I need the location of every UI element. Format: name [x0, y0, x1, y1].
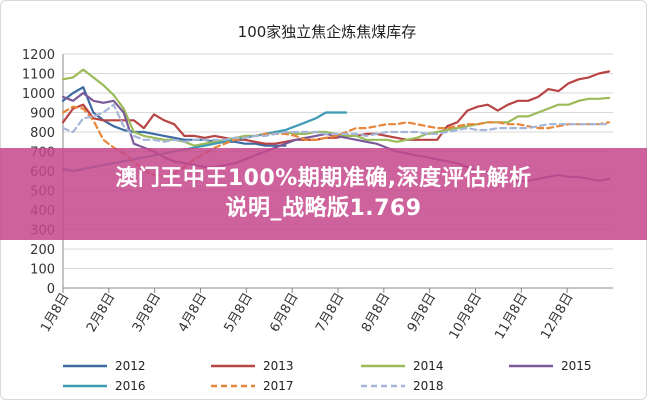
chart-title: 100家独立焦企炼焦煤库存 [238, 23, 417, 41]
legend-label-2017: 2017 [263, 379, 294, 393]
x-tick-label: 2月8日 [84, 291, 118, 335]
x-axis: 1月8日 2月8日 3月8日 4月8日 5月8日 6月8日 7月8日 8月8日 9月8日 10月8… [38, 287, 613, 343]
y-tick-label: 100 [30, 263, 55, 278]
x-tick-label: 9月8日 [405, 291, 439, 335]
x-tick-label: 10月8日 [447, 291, 485, 343]
legend-label-2015: 2015 [561, 359, 592, 373]
y-tick-label: 1100 [22, 68, 55, 83]
x-tick-label: 4月8日 [176, 291, 210, 335]
y-tick-label: 200 [30, 243, 55, 258]
x-tick-label: 7月8日 [313, 291, 347, 335]
legend-label-2014: 2014 [413, 359, 444, 373]
legend-label-2012: 2012 [115, 359, 146, 373]
legend-label-2013: 2013 [263, 359, 294, 373]
x-tick-label: 12月8日 [538, 291, 576, 343]
overlay-text-line-1: 澳门王中王100%期期准确,深度评估解析 [115, 166, 532, 191]
series-line-2018 [61, 103, 611, 143]
x-tick-label: 5月8日 [222, 291, 256, 335]
x-tick-label: 1月8日 [38, 291, 72, 335]
series-line-2013 [61, 70, 611, 145]
x-tick-label: 8月8日 [359, 291, 393, 335]
legend-label-2018: 2018 [413, 379, 444, 393]
y-tick-label: 800 [30, 126, 55, 141]
y-tick-label: 900 [30, 107, 55, 122]
overlay-banner: 澳门王中王100%期期准确,深度评估解析 说明_战略版1.769 [0, 148, 647, 240]
legend: 2012 2013 2014 2015 2016 2017 2018 [63, 359, 592, 393]
y-tick-label: 1000 [22, 87, 55, 102]
legend-label-2016: 2016 [115, 379, 146, 393]
overlay-text-line-2: 说明_战略版1.769 [225, 196, 422, 221]
y-tick-label: 0 [47, 282, 55, 297]
series-line-2012 [61, 86, 287, 147]
x-tick-label: 11月8日 [492, 291, 530, 343]
x-tick-label: 3月8日 [130, 291, 164, 335]
x-tick-label: 6月8日 [267, 291, 301, 335]
y-tick-label: 1200 [22, 48, 55, 63]
